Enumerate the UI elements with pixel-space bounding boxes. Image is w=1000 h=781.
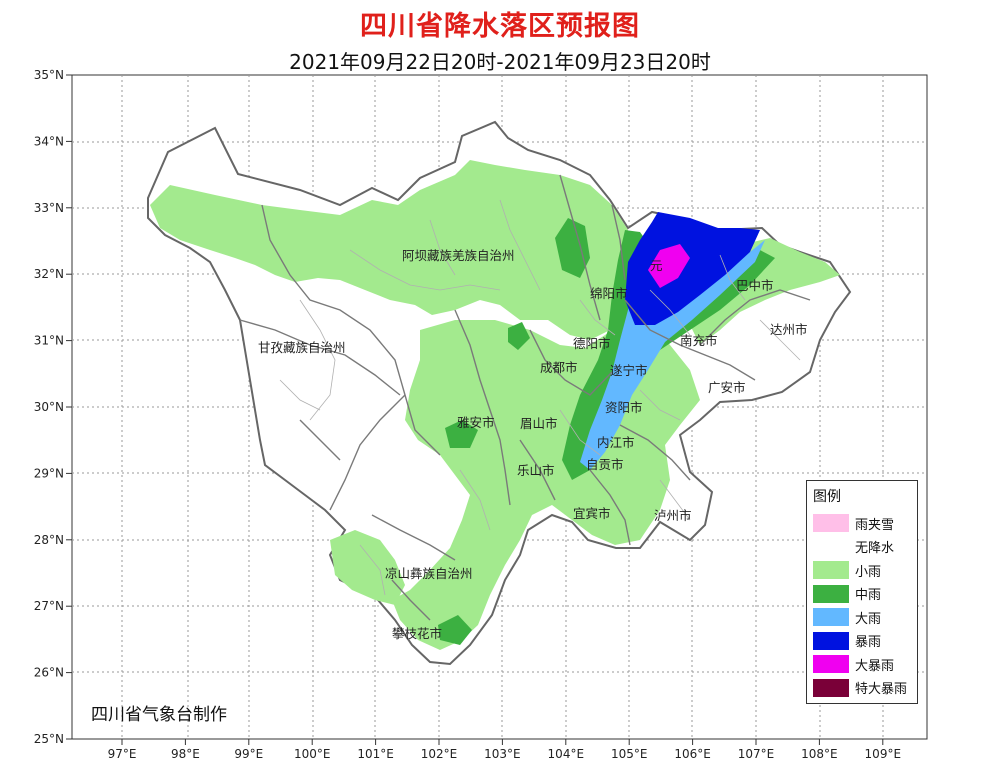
map-subtitle: 2021年09月22日20时-2021年09月23日20时 [289, 50, 711, 74]
heavy-rain-band [580, 230, 765, 470]
lon-tick-label: 105°E [611, 747, 648, 761]
longitude-ticks: 97°E 98°E 99°E 100°E 101°E 102°E 103°E 104°E 105… [108, 739, 901, 761]
county-boundaries [279, 199, 801, 596]
legend-item: 小雨 [813, 560, 881, 580]
moderate-rain-chengdu [508, 322, 530, 350]
lon-tick-label: 98°E [171, 747, 200, 761]
legend-item: 中雨 [813, 584, 881, 604]
lat-tick-label: 26°N [34, 666, 64, 680]
legend-item: 大雨 [813, 607, 881, 627]
label-yibin: 宜宾市 [573, 506, 611, 521]
moderate-rain-yaan [445, 420, 478, 448]
legend-label: 中雨 [855, 588, 882, 603]
moderate-rain-panzhihua [438, 615, 472, 645]
label-luzhou: 泸州市 [654, 508, 692, 523]
light-rain-southwest [330, 530, 405, 605]
lat-tick-label: 30°N [34, 400, 64, 414]
lon-tick-label: 102°E [421, 747, 458, 761]
label-panzhihua: 攀枝花市 [392, 626, 442, 641]
label-ziyang: 资阳市 [605, 400, 643, 415]
legend-swatch [813, 561, 849, 579]
label-leshan: 乐山市 [517, 463, 555, 478]
legend-item: 大暴雨 [813, 654, 894, 674]
label-zigong: 自贡市 [586, 457, 624, 472]
lon-tick-label: 108°E [801, 747, 838, 761]
legend-label: 雨夹雪 [855, 517, 895, 533]
legend: 图例 雨夹雪无降水小雨中雨大雨暴雨大暴雨特大暴雨 [806, 480, 918, 704]
legend-swatch [813, 584, 849, 603]
legend-swatch [813, 537, 849, 556]
label-neijiang: 内江市 [597, 435, 635, 450]
legend-label: 大雨 [855, 611, 882, 627]
credit-text: 四川省气象台制作 [91, 705, 227, 725]
legend-label: 暴雨 [855, 635, 882, 650]
legend-swatch [813, 631, 849, 650]
light-rain-north [150, 160, 630, 340]
legend-item: 特大暴雨 [813, 678, 907, 698]
label-mianyang: 绵阳市 [590, 286, 628, 301]
label-nanchong: 南充市 [680, 333, 718, 348]
lat-tick-label: 35°N [34, 68, 64, 82]
lat-tick-label: 32°N [34, 267, 64, 281]
prefecture-boundaries [239, 174, 811, 621]
city-labels: 阿坝藏族羌族自治州 甘孜藏族自治州 凉山彝族自治州 攀枝花市 绵阳市 德阳市 成… [258, 248, 808, 641]
moderate-rain-north [555, 218, 590, 278]
lat-tick-label: 33°N [34, 201, 64, 215]
legend-item: 雨夹雪 [813, 513, 894, 533]
lon-tick-label: 99°E [234, 747, 263, 761]
label-liangshan: 凉山彝族自治州 [385, 566, 473, 581]
lon-tick-label: 109°E [865, 747, 902, 761]
lon-tick-label: 104°E [548, 747, 585, 761]
legend-item: 无降水 [813, 537, 894, 557]
legend-label: 无降水 [855, 541, 895, 556]
lon-tick-label: 97°E [108, 747, 137, 761]
legend-label: 小雨 [855, 564, 882, 580]
lon-tick-label: 107°E [738, 747, 775, 761]
legend-label: 特大暴雨 [855, 682, 908, 697]
label-yaan: 雅安市 [457, 415, 495, 430]
lat-tick-label: 31°N [34, 334, 64, 348]
legend-swatch [813, 678, 849, 697]
lat-tick-label: 34°N [34, 134, 64, 148]
lat-tick-label: 27°N [34, 599, 64, 613]
label-aba: 阿坝藏族羌族自治州 [402, 248, 515, 263]
label-bazhong: 巴中市 [736, 278, 774, 293]
lon-tick-label: 103°E [484, 747, 521, 761]
label-dazhou: 达州市 [770, 322, 808, 337]
legend-item: 暴雨 [813, 631, 881, 651]
label-guangan: 广安市 [708, 380, 746, 395]
torrential-rain-area [625, 212, 760, 325]
legend-title: 图例 [813, 489, 841, 505]
lon-tick-label: 100°E [294, 747, 331, 761]
label-guangyuan: 元 [650, 258, 663, 273]
lat-tick-label: 25°N [34, 732, 64, 746]
legend-label: 大暴雨 [855, 658, 895, 674]
latitude-ticks: 35°N 34°N 33°N 32°N 31°N 30°N 29°N 28°N 27°N 26°N… [34, 68, 72, 746]
legend-swatch [813, 655, 849, 673]
lat-tick-label: 29°N [34, 466, 64, 480]
heavy-torrential-rain-area [648, 244, 690, 288]
lon-tick-label: 101°E [357, 747, 394, 761]
label-chengdu: 成都市 [540, 360, 578, 375]
lat-tick-label: 28°N [34, 533, 64, 547]
label-suining: 遂宁市 [610, 363, 648, 378]
map-title: 四川省降水落区预报图 [360, 11, 640, 42]
legend-swatch [813, 514, 849, 532]
legend-swatch [813, 608, 849, 626]
label-deyang: 德阳市 [573, 336, 611, 351]
lon-tick-label: 106°E [674, 747, 711, 761]
label-ganzi: 甘孜藏族自治州 [258, 340, 346, 355]
label-meishan: 眉山市 [520, 416, 558, 431]
